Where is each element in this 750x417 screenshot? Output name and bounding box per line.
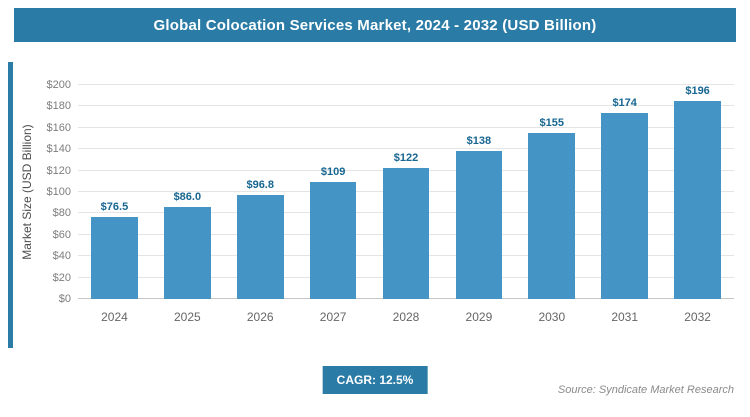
y-tick-label: $60 bbox=[52, 228, 71, 241]
x-tick-label: 2030 bbox=[538, 310, 566, 324]
x-tick-label: 2024 bbox=[101, 310, 128, 324]
bar-value-label: $196 bbox=[685, 85, 710, 97]
bar bbox=[91, 217, 138, 299]
x-axis-labels: 2024 2025 2026 2027 2028 2029 2030 2031 2032 bbox=[78, 310, 734, 324]
x-tick-label: 2026 bbox=[246, 310, 274, 324]
bar-value-label: $86.0 bbox=[173, 190, 202, 203]
chart-title-bar: Global Colocation Services Market, 2024 … bbox=[14, 8, 736, 42]
bar bbox=[455, 151, 503, 299]
gridline bbox=[78, 126, 734, 128]
y-tick-label: $160 bbox=[46, 121, 71, 134]
bar bbox=[528, 133, 576, 299]
bar-value-label: $109 bbox=[320, 166, 346, 179]
bar-value-label: $174 bbox=[612, 96, 637, 109]
y-tick-label: $180 bbox=[46, 100, 71, 113]
bar bbox=[309, 182, 357, 299]
y-tick-label: $200 bbox=[46, 79, 71, 91]
x-tick-label: 2032 bbox=[684, 310, 711, 324]
plot-area: $76.5 $86.0 $96.8 $109 $122 $138 $155 $174 $196 … bbox=[47, 79, 734, 305]
source-text: Source: Syndicate Market Research bbox=[557, 384, 734, 396]
bar-column: $138 bbox=[442, 85, 515, 299]
bar-column: $86.0 bbox=[151, 85, 224, 299]
bars-container: $76.5 $86.0 $96.8 $109 $122 $138 $155 $174 $196 bbox=[78, 85, 734, 299]
bar bbox=[382, 168, 430, 299]
bar-column: $122 bbox=[370, 85, 443, 299]
bar-column: $96.8 bbox=[224, 85, 297, 299]
bar-value-label: $76.5 bbox=[100, 201, 129, 214]
bar-column: $155 bbox=[515, 85, 588, 299]
y-tick-label: $40 bbox=[52, 250, 71, 263]
y-tick-label: $0 bbox=[58, 293, 71, 305]
x-tick-label: 2027 bbox=[319, 310, 347, 324]
y-tick-label: $140 bbox=[46, 143, 71, 156]
y-tick-label: $20 bbox=[52, 271, 71, 284]
cagr-badge: CAGR: 12.5% bbox=[322, 366, 428, 394]
gridline bbox=[78, 105, 734, 107]
bar bbox=[601, 112, 648, 299]
bar-column: $196 bbox=[661, 85, 734, 299]
y-tick-label: $80 bbox=[52, 207, 71, 220]
bar-column: $174 bbox=[588, 85, 661, 299]
bar-value-label: $96.8 bbox=[246, 179, 274, 192]
y-tick-label: $120 bbox=[46, 164, 71, 177]
bar-value-label: $122 bbox=[393, 152, 419, 165]
bar bbox=[164, 206, 211, 299]
x-tick-label: 2029 bbox=[465, 310, 493, 324]
x-tick-label: 2031 bbox=[611, 310, 639, 324]
gridline bbox=[78, 148, 734, 150]
y-axis-label: Market Size (USD Billion) bbox=[20, 124, 34, 260]
bar-value-label: $138 bbox=[466, 135, 492, 148]
chart-title: Global Colocation Services Market, 2024 … bbox=[153, 16, 597, 34]
bar-value-label: $155 bbox=[539, 117, 565, 130]
x-tick-label: 2028 bbox=[392, 310, 420, 324]
bar-column: $109 bbox=[297, 85, 370, 299]
bar-column: $76.5 bbox=[78, 85, 151, 299]
bar bbox=[236, 195, 284, 299]
y-tick-label: $100 bbox=[46, 186, 71, 198]
x-tick-label: 2025 bbox=[173, 310, 201, 324]
left-accent-bar bbox=[8, 62, 13, 348]
bar bbox=[674, 101, 721, 299]
gridline bbox=[78, 84, 734, 85]
